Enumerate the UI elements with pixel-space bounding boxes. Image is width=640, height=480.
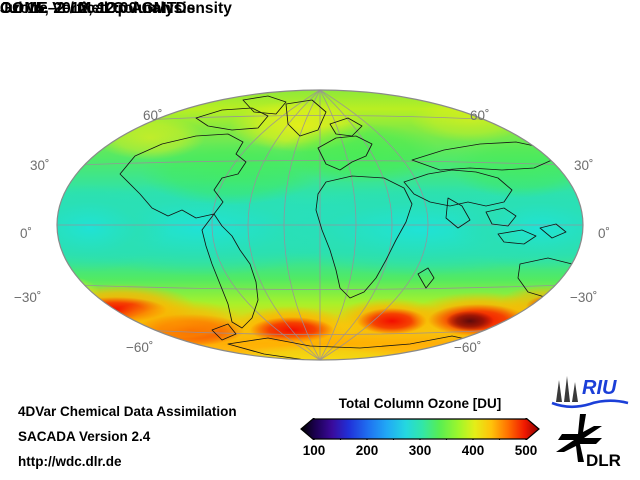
colorbar-tick-labels: 100 200 300 400 500 (300, 443, 540, 463)
footer-method-line: 4DVar Chemical Data Assimilation (18, 404, 237, 419)
map-svg (56, 89, 584, 361)
dlr-logo-text: DLR (586, 451, 621, 470)
lat-label-right-0: 0˚ (598, 226, 611, 241)
lat-label-left-m60: −60˚ (126, 340, 154, 355)
lat-label-left-m30: −30˚ (14, 290, 42, 305)
colorbar-tick-200: 200 (355, 443, 379, 458)
colorbar: Total Column Ozone [DU] 100 200 300 400 500 (300, 396, 540, 463)
lat-label-right-30: 30˚ (574, 158, 594, 173)
graticule (57, 90, 583, 360)
logo-group: RIU DLR (546, 372, 632, 472)
footer-version-line: SACADA Version 2.4 (18, 429, 151, 444)
lat-label-right-60: 60˚ (470, 108, 490, 123)
colorbar-tick-100: 100 (302, 443, 326, 458)
ozone-map: 60˚ 30˚ 0˚ −30˚ −60˚ 60˚ 30˚ 0˚ −30˚ −60… (0, 78, 640, 388)
dlr-logo: DLR (556, 414, 621, 470)
lat-label-left-60: 60˚ (143, 108, 163, 123)
riu-logo: RIU (551, 376, 629, 409)
ozone-field (57, 90, 583, 360)
page-subtitle: Ozone Vertical Column Density (0, 0, 233, 17)
footer-url-line[interactable]: http://wdc.dlr.de (18, 454, 122, 469)
map-outline (56, 89, 584, 361)
colorbar-swatch (300, 416, 540, 446)
lat-label-right-m30: −30˚ (570, 290, 598, 305)
lat-label-right-m60: −60˚ (454, 340, 482, 355)
page-title: GOME–2 / MetOp Analysis (0, 0, 196, 17)
timestamp-label: Jul 15, 2012, 12:00 GMT (0, 0, 177, 17)
lat-label-left-30: 30˚ (30, 158, 50, 173)
colorbar-tick-300: 300 (408, 443, 432, 458)
lat-label-left-0: 0˚ (20, 226, 33, 241)
colorbar-tick-400: 400 (461, 443, 485, 458)
colorbar-title: Total Column Ozone [DU] (338, 396, 502, 411)
riu-logo-text: RIU (582, 377, 617, 399)
colorbar-tick-500: 500 (514, 443, 538, 458)
